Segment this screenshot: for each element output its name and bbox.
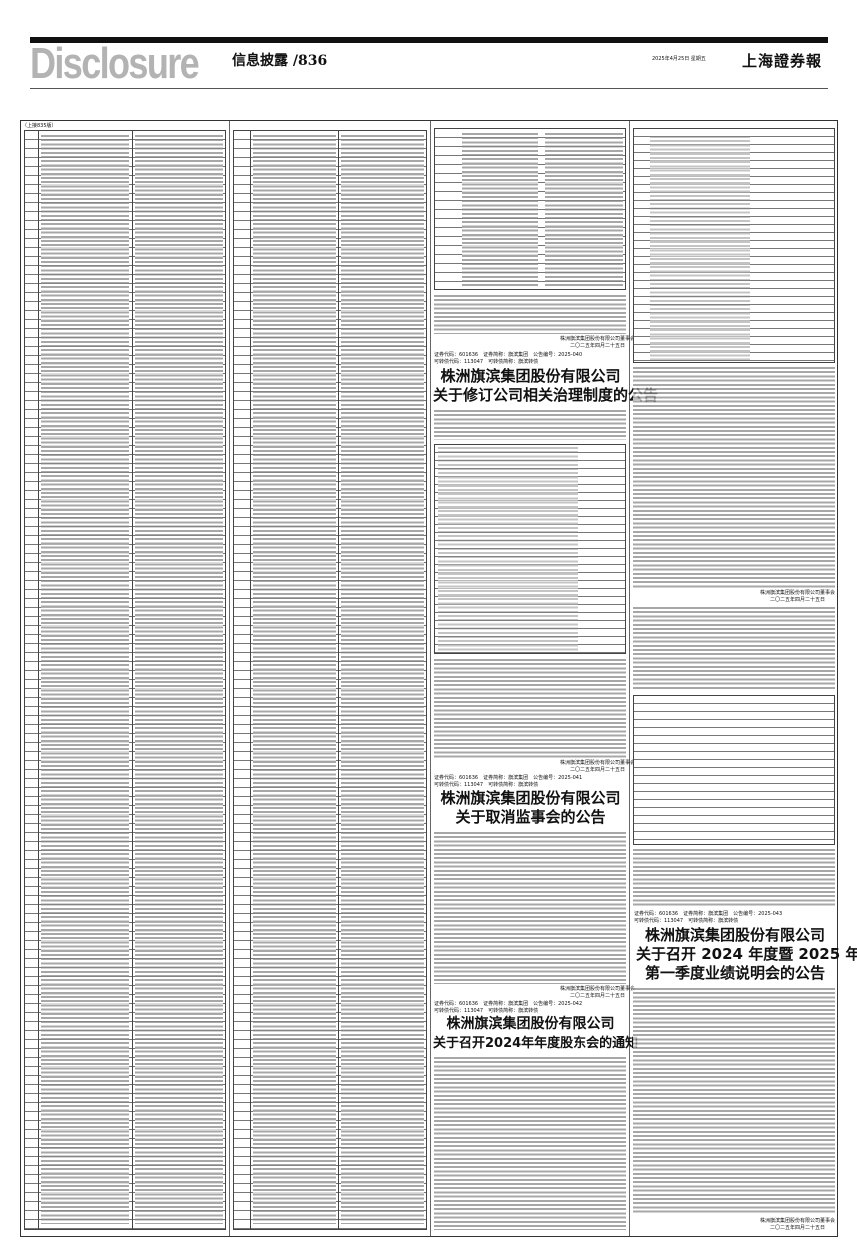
signature-company: 株洲旗滨集团股份有限公司董事会 (760, 590, 836, 596)
original-text (41, 134, 129, 1224)
amended-text (341, 134, 424, 1224)
notice-title: 关于修订公司相关治理制度的公告 (433, 386, 659, 404)
body-text (434, 831, 626, 984)
notice-title: 关于取消监事会的公告 (455, 808, 606, 826)
body-text (434, 409, 626, 440)
rules-names (438, 446, 578, 651)
signature-date: 二〇二五年四月二十五日 (770, 1225, 826, 1231)
body-text (633, 987, 835, 1215)
notice-codes: 证券代码：601636 证券简称：旗滨集团 公告编号：2025-041 (434, 775, 583, 781)
signature-company: 株洲旗滨集团股份有限公司董事会 (560, 760, 636, 766)
body-text (434, 294, 626, 334)
notice-company: 株洲旗滨集团股份有限公司 (644, 926, 825, 944)
column-divider (229, 121, 230, 1236)
proxy-table (633, 695, 835, 845)
notice-bond-codes: 可转债代码：113047 可转债简称：旗滨转债 (434, 359, 539, 365)
signature-date: 二〇二五年四月二十五日 (570, 767, 626, 773)
continued-label: （上接835版） (22, 123, 57, 129)
body-text (633, 366, 835, 588)
signature-date: 二〇二五年四月二十五日 (770, 597, 826, 603)
notice-company: 株洲旗滨集团股份有限公司 (440, 789, 621, 807)
section-title: 信息披露 /836 (232, 53, 328, 69)
column-divider (430, 121, 431, 1236)
amended-text (545, 132, 623, 286)
top-rule (30, 37, 828, 43)
proposal-names (650, 135, 750, 360)
original-text (462, 132, 538, 286)
notice-codes: 证券代码：601636 证券简称：旗滨集团 公告编号：2025-040 (434, 352, 583, 358)
header-rule (30, 88, 828, 89)
signature-date: 二〇二五年四月二十五日 (570, 993, 626, 999)
signature-company: 株洲旗滨集团股份有限公司董事会 (760, 1218, 836, 1224)
notice-company: 株洲旗滨集团股份有限公司 (440, 367, 621, 385)
notice-company: 株洲旗滨集团股份有限公司 (446, 1016, 615, 1032)
masthead: Disclosure (30, 39, 200, 88)
notice-title: 关于召开2024年年度股东会的通知 (433, 1036, 639, 1051)
content-frame (20, 120, 838, 1237)
proxy-form-text (633, 848, 835, 908)
paper-logo: 上海證券報 (742, 52, 823, 70)
column-divider (629, 121, 630, 1236)
notice-title: 关于召开 2024 年度暨 2025 年 (636, 945, 857, 963)
notice-bond-codes: 可转债代码：113047 可转债简称：旗滨转债 (434, 782, 539, 788)
body-text (434, 658, 626, 758)
amended-text (135, 134, 223, 1224)
proxy-form-text (633, 606, 835, 691)
signature-company: 株洲旗滨集团股份有限公司董事会 (560, 336, 636, 342)
table-col-line (250, 130, 251, 1230)
notice-bond-codes: 可转债代码：113047 可转债简称：旗滨转债 (434, 1008, 539, 1014)
notice-codes: 证券代码：601636 证券简称：旗滨集团 公告编号：2025-043 (634, 911, 783, 917)
table-col-line (132, 130, 133, 1230)
body-text (434, 1056, 626, 1230)
notice-title: 第一季度业绩说明会的公告 (644, 964, 825, 982)
table-col-line (338, 130, 339, 1230)
table-col-line (38, 130, 39, 1230)
signature-company: 株洲旗滨集团股份有限公司董事会 (560, 986, 636, 992)
notice-bond-codes: 可转债代码：113047 可转债简称：旗滨转债 (634, 918, 739, 924)
issue-date: 2025年4月25日 星期五 (652, 56, 706, 62)
notice-codes: 证券代码：601636 证券简称：旗滨集团 公告编号：2025-042 (434, 1001, 583, 1007)
original-text (253, 134, 336, 1224)
signature-date: 二〇二五年四月二十五日 (570, 343, 626, 349)
